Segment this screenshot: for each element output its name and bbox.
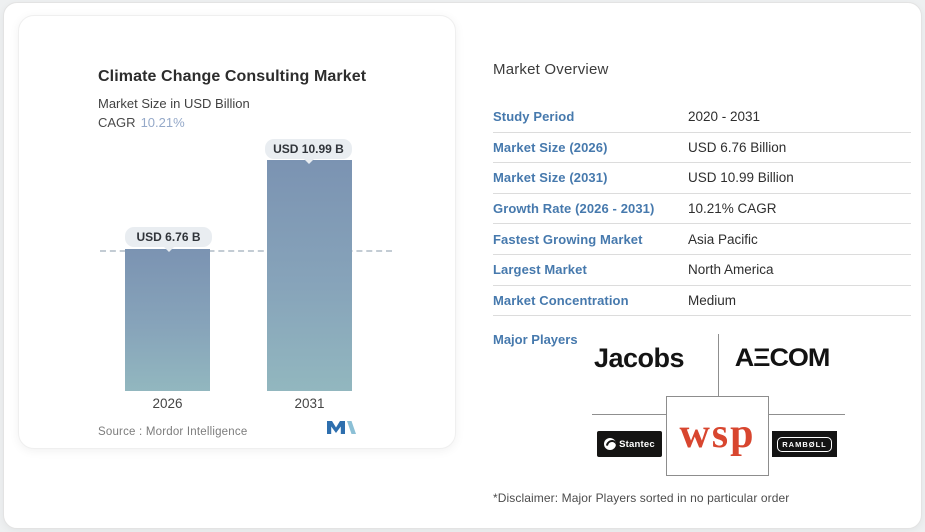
row-label-market-size-2026[interactable]: Market Size (2026) <box>493 139 608 155</box>
jacobs-logo: Jacobs <box>593 343 685 373</box>
row-label-study-period[interactable]: Study Period <box>493 109 575 125</box>
value-label-2026: USD 6.76 B <box>125 227 212 247</box>
row-value-market-size-2026: USD 6.76 Billion <box>688 139 787 155</box>
table-row: Market Size (2026) USD 6.76 Billion <box>493 133 911 164</box>
table-row: Growth Rate (2026 - 2031) 10.21% CAGR <box>493 194 911 225</box>
table-row: Market Concentration Medium <box>493 286 911 317</box>
wsp-logo: wsp <box>666 396 769 476</box>
x-tick-2026: 2026 <box>152 396 183 411</box>
stantec-logo-text: Stantec <box>619 438 655 450</box>
table-row: Market Size (2031) USD 10.99 Billion <box>493 163 911 194</box>
chart-title: Climate Change Consulting Market <box>98 68 367 85</box>
row-label-fastest-growing-market[interactable]: Fastest Growing Market <box>493 231 643 247</box>
row-value-fastest-growing-market: Asia Pacific <box>688 231 758 247</box>
table-row: Largest Market North America <box>493 255 911 286</box>
overview-table: Study Period 2020 - 2031 Market Size (20… <box>493 102 911 317</box>
row-label-market-size-2031[interactable]: Market Size (2031) <box>493 170 608 186</box>
overview-heading: Market Overview <box>493 61 609 78</box>
row-value-market-size-2031: USD 10.99 Billion <box>688 170 794 186</box>
mordor-intelligence-logo-icon <box>327 421 356 434</box>
aecom-logo: AΞCOM <box>734 344 831 372</box>
row-label-market-concentration[interactable]: Market Concentration <box>493 292 629 308</box>
source-text: Source : Mordor Intelligence <box>98 426 248 438</box>
page-frame: Climate Change Consulting Market Market … <box>3 2 922 529</box>
players-vertical-divider <box>718 334 719 398</box>
ramboll-logo-text: RAMBØLL <box>777 436 832 452</box>
cagr-value: 10.21% <box>140 115 185 130</box>
row-value-growth-rate: 10.21% CAGR <box>688 201 777 217</box>
row-value-market-concentration: Medium <box>688 292 737 308</box>
row-value-study-period: 2020 - 2031 <box>688 109 761 125</box>
major-players-label[interactable]: Major Players <box>493 332 578 347</box>
cagr-line: CAGR 10.21% <box>98 115 185 130</box>
chart-subtitle: Market Size in USD Billion <box>98 96 250 111</box>
stantec-spiral-icon <box>604 438 617 450</box>
x-tick-2031: 2031 <box>294 396 325 411</box>
wsp-logo-text: wsp <box>679 411 756 457</box>
row-label-growth-rate[interactable]: Growth Rate (2026 - 2031) <box>493 201 655 217</box>
table-row: Fastest Growing Market Asia Pacific <box>493 224 911 255</box>
disclaimer-text: *Disclaimer: Major Players sorted in no … <box>493 491 790 505</box>
chart-card: Climate Change Consulting Market Market … <box>18 15 456 449</box>
reference-dashed-line <box>100 250 392 252</box>
bar-2031 <box>267 160 352 391</box>
table-row: Study Period 2020 - 2031 <box>493 102 911 133</box>
row-label-largest-market[interactable]: Largest Market <box>493 262 587 278</box>
value-label-2031: USD 10.99 B <box>265 139 352 159</box>
bar-2026 <box>125 249 210 391</box>
ramboll-logo: RAMBØLL <box>772 431 837 457</box>
cagr-label: CAGR <box>98 115 136 130</box>
stantec-logo: Stantec <box>597 431 662 457</box>
row-value-largest-market: North America <box>688 262 774 278</box>
